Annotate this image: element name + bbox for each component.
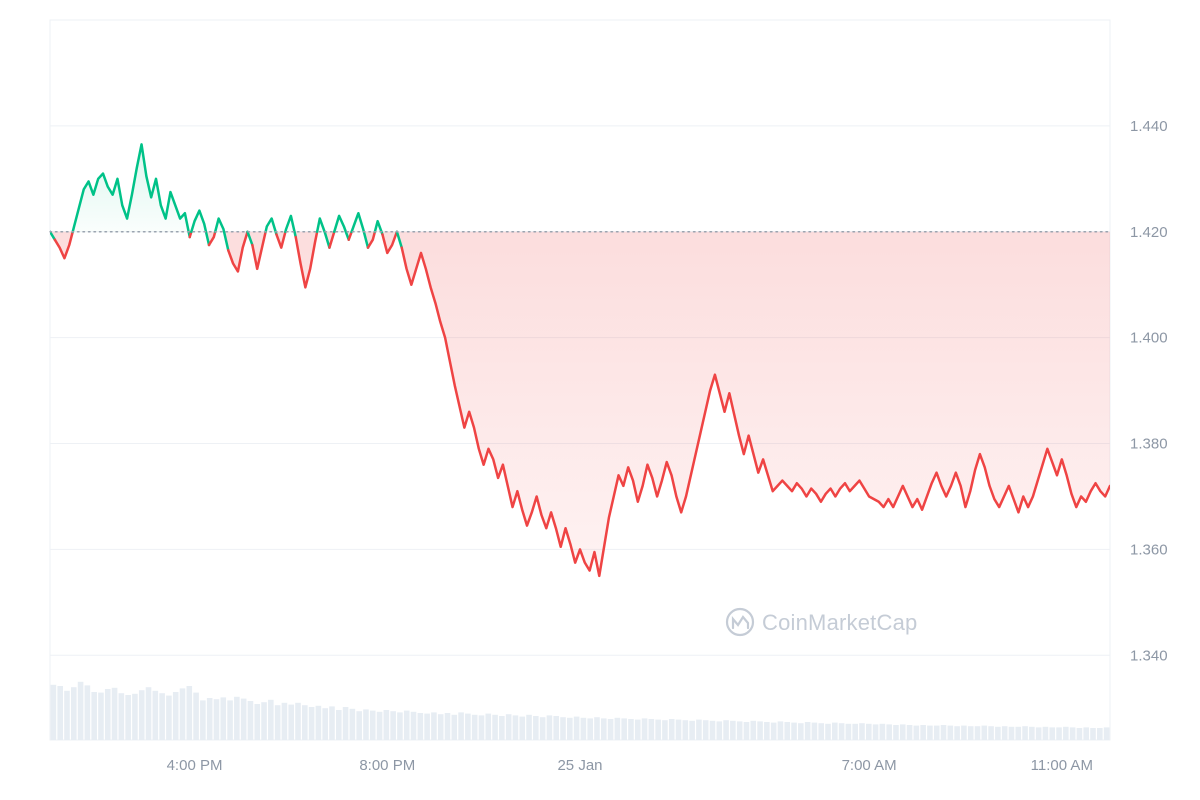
svg-text:4:00 PM: 4:00 PM <box>167 757 223 774</box>
svg-text:1.360: 1.360 <box>1130 541 1168 558</box>
svg-text:1.340: 1.340 <box>1130 647 1168 664</box>
svg-text:8:00 PM: 8:00 PM <box>359 757 415 774</box>
svg-text:11:00 AM: 11:00 AM <box>1031 757 1093 774</box>
svg-text:25 Jan: 25 Jan <box>557 757 602 774</box>
svg-text:7:00 AM: 7:00 AM <box>842 757 897 774</box>
x-axis-labels: 4:00 PM 8:00 PM 25 Jan 7:00 AM 11:00 AM <box>167 757 1093 774</box>
svg-text:1.380: 1.380 <box>1130 436 1168 453</box>
svg-text:CoinMarketCap: CoinMarketCap <box>762 610 917 635</box>
area-below-baseline <box>50 232 1110 576</box>
y-axis-labels: 1.340 1.360 1.380 1.400 1.420 1.440 <box>1130 118 1168 664</box>
price-chart[interactable]: 1.340 1.360 1.380 1.400 1.420 1.440 4:00 PM 8:… <box>0 0 1200 800</box>
svg-text:1.440: 1.440 <box>1130 118 1168 135</box>
volume-bars <box>51 682 1110 740</box>
watermark: CoinMarketCap <box>727 609 917 635</box>
area-above-baseline <box>50 144 1110 231</box>
svg-text:1.420: 1.420 <box>1130 224 1168 241</box>
svg-text:1.400: 1.400 <box>1130 330 1168 347</box>
chart-svg: 1.340 1.360 1.380 1.400 1.420 1.440 4:00 PM 8:… <box>0 0 1200 800</box>
